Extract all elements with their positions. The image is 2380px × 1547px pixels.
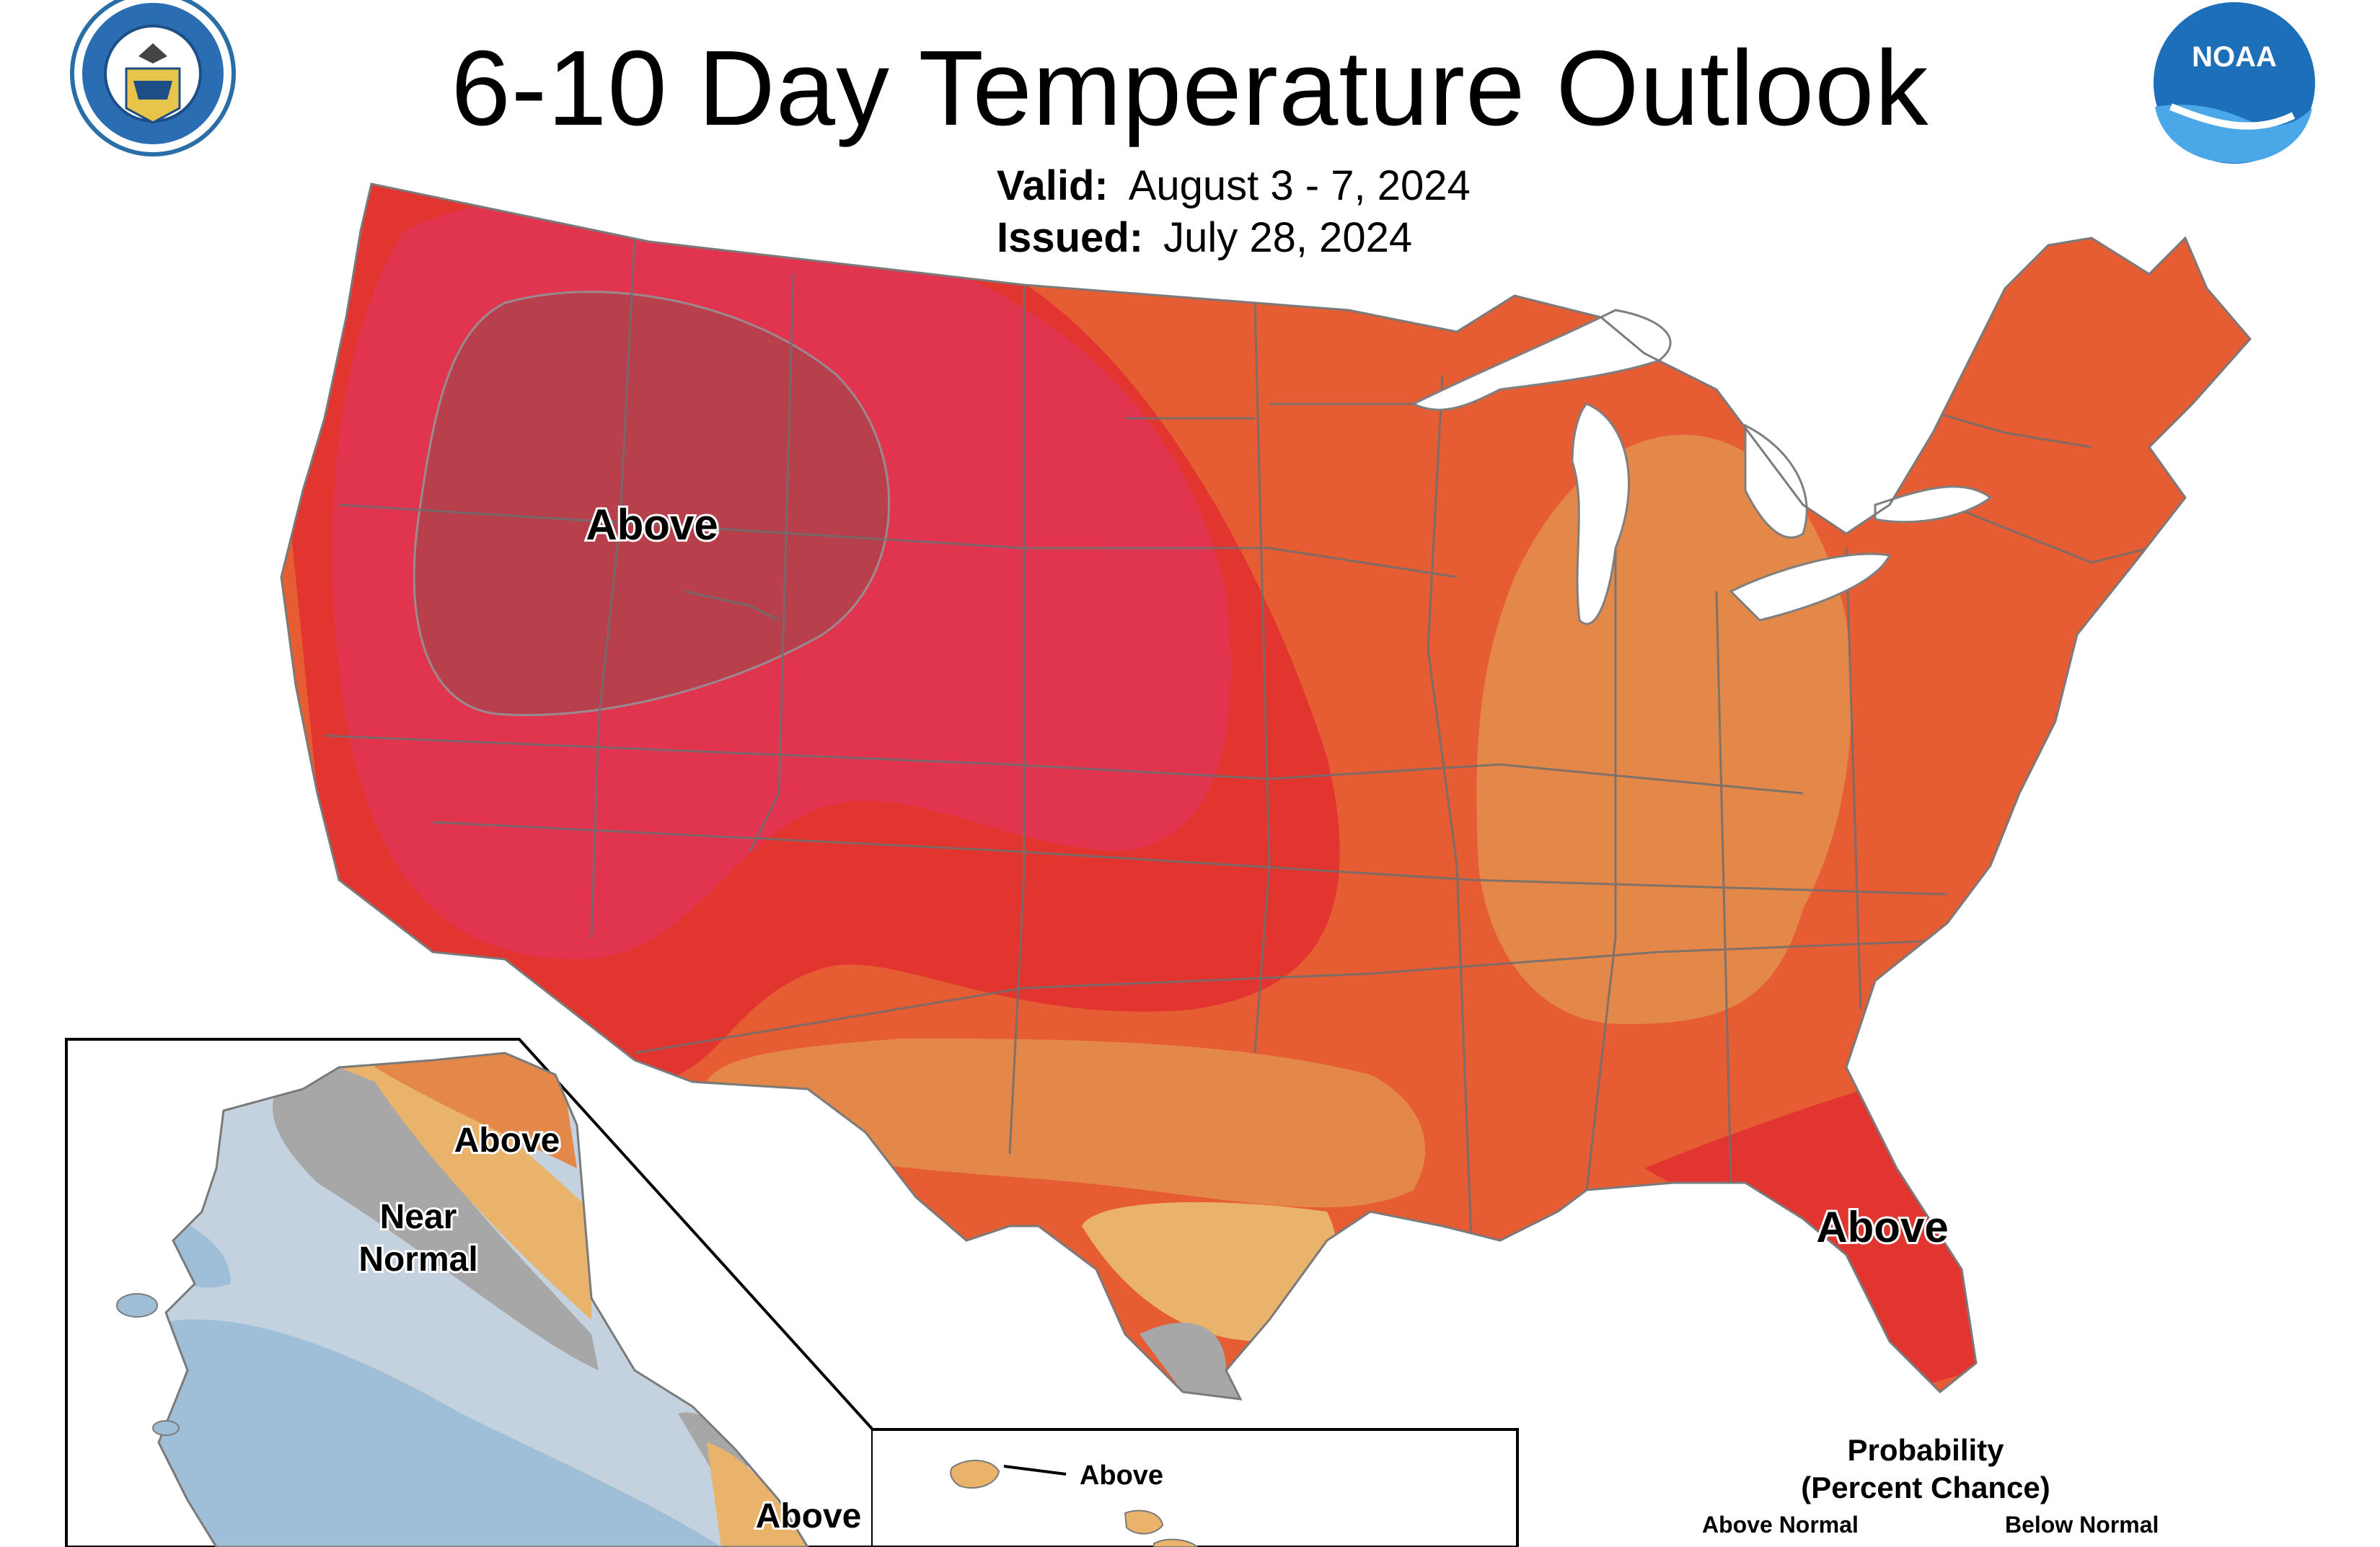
legend-title-line-1: Probability: [1847, 1433, 2004, 1467]
legend-title: Probability (Percent Chance): [1716, 1432, 2135, 1507]
noaa-logo-icon: NOAA: [2154, 2, 2315, 164]
alaska-below-40-region: [159, 1319, 721, 1547]
noaa-logo-text: NOAA: [2192, 41, 2277, 73]
label-florida-above: Above: [1816, 1203, 1948, 1251]
alaska-outline: [157, 1052, 809, 1547]
label-alaska-southeast-above: Above: [756, 1497, 862, 1535]
legend-below-normal-label: Below Normal: [2005, 1512, 2159, 1538]
above-33-region: [1082, 1202, 1336, 1341]
valid-dates: Valid: August 3 - 7, 2024 Issued: July 28,…: [997, 160, 1471, 264]
valid-line: Valid: August 3 - 7, 2024: [997, 160, 1471, 212]
alaska-island: [116, 1293, 158, 1318]
alaska-inset: [65, 1038, 874, 1547]
alaska-southeast-above-region: [707, 1442, 808, 1547]
commerce-seal-icon: [70, 0, 236, 157]
label-west-above: Above: [586, 501, 718, 549]
hawaii-island-kauai: [950, 1459, 1000, 1489]
label-alaska-north-above: Above: [454, 1121, 560, 1160]
alaska-near-normal-region: [273, 1065, 599, 1370]
map-labels: Above Above Above Near Normal Above Abov…: [356, 498, 1950, 1538]
hawaii-leader-line: [1003, 1465, 1067, 1476]
issued-line: Issued: July 28, 2024: [997, 212, 1471, 264]
conus-outline: [280, 182, 2252, 1401]
alaska-above-33-region: [339, 1060, 591, 1320]
hawaii-island-oahu: [1124, 1509, 1164, 1535]
page-title: 6-10 Day Temperature Outlook: [451, 29, 1929, 148]
hawaii-inset-frame: [873, 1428, 1519, 1547]
state-boundaries: [324, 237, 2150, 1241]
legend-above-normal-label: Above Normal: [1702, 1512, 1859, 1538]
valid-label: Valid:: [997, 162, 1109, 209]
valid-value: August 3 - 7, 2024: [1128, 162, 1471, 209]
label-alaska-near: Near: [380, 1198, 457, 1236]
alaska-above-40-region: [375, 1053, 577, 1168]
alaska-island: [152, 1420, 180, 1436]
issued-label: Issued:: [997, 214, 1144, 261]
label-alaska-normal: Normal: [358, 1240, 477, 1279]
issued-value: July 28, 2024: [1163, 214, 1413, 261]
legend-title-line-2: (Percent Chance): [1801, 1471, 2050, 1504]
above-90-region: [413, 291, 891, 716]
hawaii-inset: [873, 1428, 1519, 1547]
great-lakes: [1411, 309, 1993, 625]
label-hawaii-above: Above: [1080, 1460, 1163, 1491]
near-normal-region: [1140, 1323, 1240, 1399]
